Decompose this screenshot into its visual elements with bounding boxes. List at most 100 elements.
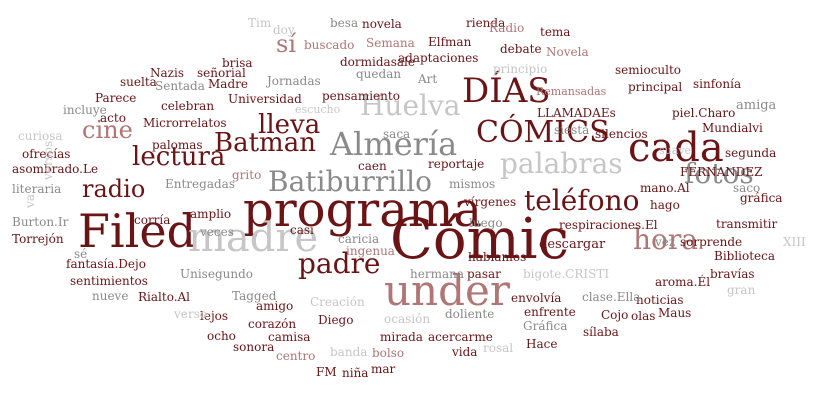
cloud-word: Nazis — [150, 66, 184, 80]
cloud-word: Jornadas — [267, 74, 321, 88]
cloud-word: padre — [298, 247, 381, 280]
cloud-word: grito — [232, 168, 262, 182]
cloud-word: mismos — [449, 177, 496, 191]
cloud-word: mirada — [380, 330, 423, 344]
cloud-word: Almería — [330, 125, 458, 163]
cloud-word: caricia — [338, 232, 380, 246]
cloud-word: adaptaciones — [398, 51, 479, 65]
cloud-word: nueve — [92, 289, 129, 303]
cloud-word: FM — [316, 365, 337, 379]
cloud-word: lleva — [258, 110, 321, 140]
cloud-word: envolvía — [511, 291, 562, 305]
cloud-word: banda — [330, 345, 368, 359]
cloud-word: suave — [659, 144, 692, 157]
cloud-word: dormidasale — [340, 55, 415, 69]
cloud-word: cine — [82, 116, 133, 144]
cloud-word: vez — [655, 235, 676, 249]
cloud-word: doliente — [445, 307, 495, 321]
cloud-word: luego — [469, 216, 503, 230]
cloud-word: hablamos — [468, 250, 527, 264]
cloud-word: madre — [188, 215, 319, 261]
cloud-word: Gráfica — [523, 319, 568, 333]
cloud-word: sonora — [233, 340, 275, 354]
cloud-word: acercarme — [428, 330, 493, 344]
cloud-word: rosal — [483, 341, 514, 355]
cloud-word: radio — [82, 175, 146, 203]
cloud-word: lejos — [200, 309, 229, 323]
cloud-word: bolso — [372, 346, 405, 360]
cloud-word: piel.Charo — [672, 106, 736, 120]
cloud-word: gráfica — [740, 191, 783, 205]
cloud-word: saco — [733, 181, 761, 195]
cloud-word: CÓMICS — [476, 115, 610, 150]
cloud-word: Rialto.Al — [138, 290, 191, 304]
cloud-word: reportaje — [428, 157, 485, 171]
cloud-word: DÍAS — [462, 71, 551, 111]
cloud-word: debate — [500, 42, 542, 56]
cloud-word: enfrente — [524, 305, 576, 319]
cloud-word: palomas — [152, 138, 203, 152]
cloud-word: Madre — [208, 77, 248, 91]
cloud-word: siesta — [554, 123, 590, 137]
cloud-word: semioculto — [615, 63, 682, 77]
cloud-word: señorial — [197, 66, 246, 80]
cloud-word: acto — [100, 111, 126, 125]
cloud-word: Biblioteca — [714, 249, 776, 263]
cloud-word: ocho — [207, 329, 236, 343]
cloud-word: sí — [276, 30, 296, 58]
cloud-word: Cojo — [601, 308, 629, 322]
cloud-word: LLAMADAEs — [537, 106, 616, 120]
cloud-word: curiosa — [18, 129, 63, 143]
cloud-word: vida — [452, 345, 478, 359]
cloud-word: versos — [41, 140, 55, 180]
cloud-word: escucho — [295, 103, 341, 116]
cloud-word: hago — [650, 198, 680, 212]
cloud-word: saca — [383, 127, 411, 141]
cloud-word: niña — [342, 366, 369, 380]
cloud-word: bravías — [710, 267, 755, 281]
cloud-word: quedan — [356, 67, 402, 81]
cloud-word: principal — [628, 80, 683, 94]
cloud-word: hora — [633, 223, 698, 256]
cloud-word: literaria — [12, 182, 62, 196]
cloud-word: fotos — [684, 157, 754, 190]
cloud-word: clase.Ella — [582, 290, 641, 304]
cloud-word: va — [23, 194, 37, 208]
cloud-word: incluye — [63, 103, 107, 117]
cloud-word: gran — [727, 283, 756, 297]
cloud-word: fantasía.Dejo — [66, 257, 146, 271]
cloud-word: Tim — [248, 16, 272, 30]
cloud-word: ingenua — [346, 244, 395, 258]
cloud-word: novela — [362, 17, 402, 31]
cloud-word: transmitir — [716, 217, 778, 231]
cloud-word: Unisegundo — [180, 267, 253, 281]
cloud-word: besa — [330, 16, 359, 30]
cloud-word: Diego — [318, 313, 354, 327]
cloud-word: Remansadas — [536, 85, 607, 98]
cloud-word: Universidad — [228, 92, 302, 106]
cloud-word: Entregadas — [165, 177, 235, 191]
cloud-word: noticias — [636, 293, 684, 307]
cloud-word: principio — [493, 62, 548, 76]
cloud-word: verso — [174, 307, 207, 321]
cloud-word: silencios — [595, 127, 648, 141]
cloud-word: palabras — [500, 147, 623, 180]
cloud-word: lectura — [132, 142, 226, 172]
cloud-word: buscado — [304, 38, 355, 52]
cloud-word: tema — [540, 25, 571, 39]
cloud-word: Art — [418, 72, 438, 86]
cloud-word: Maus — [658, 306, 692, 320]
cloud-word: under — [384, 266, 510, 315]
cloud-word: aroma.Él — [655, 275, 711, 289]
cloud-word: pasar — [467, 267, 501, 281]
cloud-word: Novela — [546, 45, 589, 59]
cloud-word: celebran — [161, 99, 215, 113]
cloud-word: bigote.CRISTI — [523, 267, 610, 281]
cloud-word: ocasión — [384, 312, 431, 326]
cloud-word: Burton.Ir — [12, 215, 69, 229]
cloud-word: Elfman — [428, 35, 472, 49]
cloud-word: Huelva — [360, 89, 461, 122]
cloud-word: respiraciones.El — [559, 218, 658, 232]
cloud-word: programa — [243, 182, 482, 238]
